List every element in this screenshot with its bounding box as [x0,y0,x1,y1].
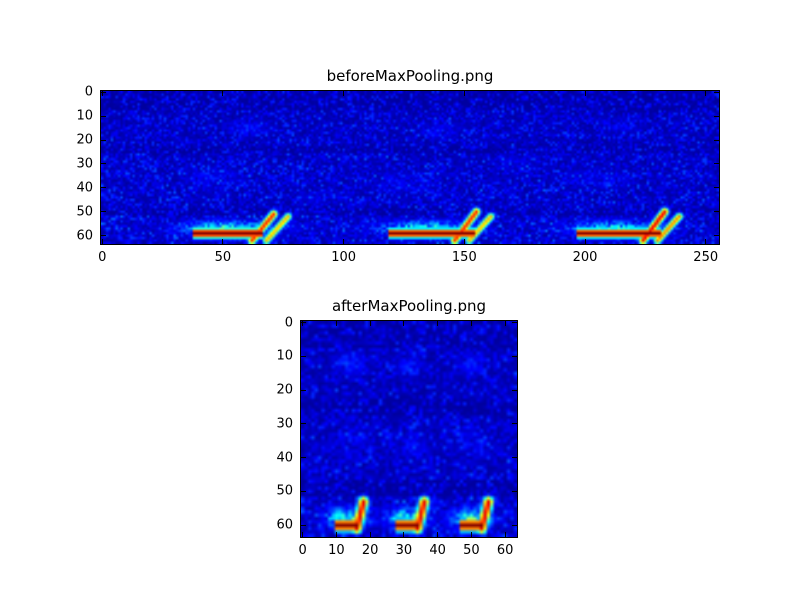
x-tick-mark-top [222,91,224,96]
x-tick-label: 100 [331,250,357,265]
x-tick-label: 50 [214,250,232,265]
y-tick-label: 60 [76,228,93,244]
y-tick-label: 30 [276,416,293,432]
x-tick-mark [302,532,304,537]
y-tick-mark-right [512,389,517,391]
y-tick-mark [101,163,106,165]
y-tick-label: 10 [76,108,93,124]
x-tick-mark-top [470,321,472,326]
after-plot-title: afterMaxPooling.png [331,297,487,315]
x-tick-mark [343,239,345,244]
y-tick-label: 50 [276,483,293,499]
before-heatmap-image [101,91,719,244]
y-tick-label: 20 [276,382,293,398]
x-tick-label: 10 [328,543,345,558]
y-tick-mark-right [512,355,517,357]
y-tick-mark-right [714,139,719,141]
y-tick-mark [301,423,306,425]
y-tick-label: 50 [76,204,93,220]
x-tick-mark-top [504,321,506,326]
y-tick-mark [101,139,106,141]
x-tick-mark [504,532,506,537]
y-tick-label: 40 [76,180,93,196]
x-tick-mark [101,239,103,244]
y-tick-mark [101,91,106,93]
y-tick-label: 40 [276,450,293,466]
y-tick-mark [301,389,306,391]
x-tick-mark-top [403,321,405,326]
x-tick-label: 0 [298,543,307,558]
y-tick-label: 0 [284,315,293,331]
y-tick-label: 20 [76,132,93,148]
y-tick-mark [301,322,306,324]
y-tick-label: 10 [276,348,293,364]
x-tick-mark [470,532,472,537]
x-tick-mark-top [343,91,345,96]
before-maxpooling-plot: beforeMaxPooling.png 0 50 100 150 200 250 0 10 2… [76,67,720,264]
y-tick-label: 60 [276,517,293,533]
x-tick-mark-top [101,91,103,96]
x-tick-label: 200 [572,250,598,265]
y-tick-mark [101,211,106,213]
x-tick-label: 40 [429,543,446,558]
x-tick-label: 150 [451,250,477,265]
y-tick-mark-right [714,163,719,165]
y-tick-mark-right [714,211,719,213]
x-tick-mark [335,532,337,537]
x-tick-mark-top [705,91,707,96]
y-tick-mark [101,187,106,189]
x-tick-mark [222,239,224,244]
y-tick-mark-right [512,322,517,324]
y-tick-label: 30 [76,156,93,172]
x-tick-label: 20 [361,543,379,558]
x-tick-label: 60 [496,543,514,558]
y-tick-mark [101,115,106,117]
y-tick-mark [301,457,306,459]
y-tick-mark-right [714,91,719,93]
after-maxpooling-plot: afterMaxPooling.png 0 10 20 30 40 50 60 0 10 20 30… [276,297,518,557]
y-tick-mark-right [512,423,517,425]
y-tick-mark-right [512,524,517,526]
y-tick-mark-right [714,235,719,237]
y-tick-mark-right [714,115,719,117]
y-tick-mark-right [714,187,719,189]
y-tick-mark-right [512,457,517,459]
x-tick-mark-top [369,321,371,326]
x-tick-mark [584,239,586,244]
x-tick-mark [463,239,465,244]
x-tick-label: 250 [693,250,719,265]
x-tick-label: 50 [463,543,480,558]
x-tick-mark [369,532,371,537]
y-tick-mark-right [512,490,517,492]
x-tick-mark [403,532,405,537]
x-tick-mark [705,239,707,244]
x-tick-label: 30 [395,543,413,558]
y-tick-label: 0 [84,84,93,100]
x-tick-mark-top [302,321,304,326]
x-tick-mark-top [584,91,586,96]
before-plot-title: beforeMaxPooling.png [326,67,494,85]
y-tick-mark [301,490,306,492]
x-tick-mark-top [437,321,439,326]
after-heatmap-image [301,321,517,537]
x-tick-mark-top [335,321,337,326]
x-tick-mark-top [463,91,465,96]
y-tick-mark [301,524,306,526]
y-tick-mark [101,235,106,237]
x-tick-mark [437,532,439,537]
x-tick-label: 0 [98,250,107,265]
y-tick-mark [301,355,306,357]
